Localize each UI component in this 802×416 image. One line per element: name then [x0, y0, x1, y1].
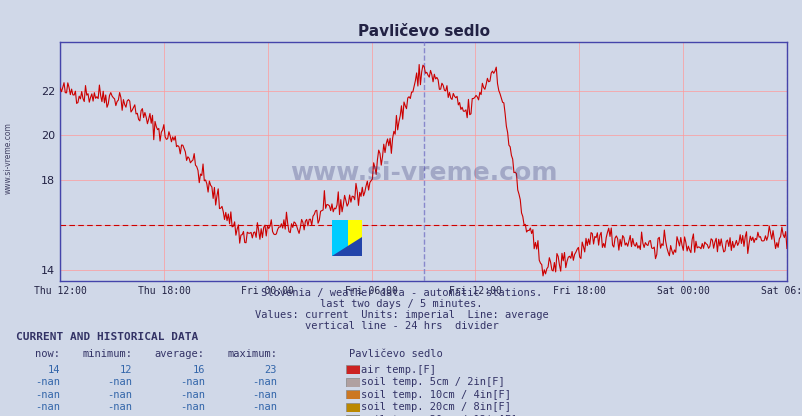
Text: -nan: -nan: [35, 390, 60, 400]
Text: -nan: -nan: [252, 402, 277, 412]
Title: Pavličevo sedlo: Pavličevo sedlo: [357, 24, 489, 39]
Text: Pavličevo sedlo: Pavličevo sedlo: [349, 349, 443, 359]
Text: -nan: -nan: [107, 415, 132, 416]
Text: -nan: -nan: [252, 377, 277, 387]
Text: -nan: -nan: [35, 402, 60, 412]
Text: -nan: -nan: [35, 415, 60, 416]
Text: 16: 16: [192, 365, 205, 375]
Text: maximum:: maximum:: [227, 349, 277, 359]
Text: soil temp. 30cm / 12in[F]: soil temp. 30cm / 12in[F]: [360, 415, 516, 416]
Text: -nan: -nan: [180, 377, 205, 387]
Text: 23: 23: [264, 365, 277, 375]
Text: -nan: -nan: [180, 390, 205, 400]
Text: Values: current  Units: imperial  Line: average: Values: current Units: imperial Line: av…: [254, 310, 548, 320]
Text: soil temp. 10cm / 4in[F]: soil temp. 10cm / 4in[F]: [360, 390, 510, 400]
Text: vertical line - 24 hrs  divider: vertical line - 24 hrs divider: [304, 321, 498, 331]
Text: -nan: -nan: [252, 390, 277, 400]
Text: Slovenia / weather data - automatic stations.: Slovenia / weather data - automatic stat…: [261, 288, 541, 298]
Text: -nan: -nan: [107, 377, 132, 387]
Text: soil temp. 20cm / 8in[F]: soil temp. 20cm / 8in[F]: [360, 402, 510, 412]
Text: soil temp. 5cm / 2in[F]: soil temp. 5cm / 2in[F]: [360, 377, 504, 387]
Text: 12: 12: [119, 365, 132, 375]
Text: last two days / 5 minutes.: last two days / 5 minutes.: [320, 299, 482, 309]
Text: www.si-vreme.com: www.si-vreme.com: [290, 161, 557, 185]
Text: -nan: -nan: [35, 377, 60, 387]
Text: air temp.[F]: air temp.[F]: [360, 365, 435, 375]
Text: minimum:: minimum:: [83, 349, 132, 359]
Text: -nan: -nan: [180, 415, 205, 416]
Text: -nan: -nan: [180, 402, 205, 412]
Text: -nan: -nan: [252, 415, 277, 416]
Text: -nan: -nan: [107, 390, 132, 400]
Text: now:: now:: [35, 349, 60, 359]
Text: average:: average:: [155, 349, 205, 359]
Text: www.si-vreme.com: www.si-vreme.com: [4, 122, 13, 194]
Text: CURRENT AND HISTORICAL DATA: CURRENT AND HISTORICAL DATA: [16, 332, 198, 342]
Polygon shape: [331, 220, 348, 256]
Text: -nan: -nan: [107, 402, 132, 412]
Polygon shape: [331, 238, 362, 256]
Text: 14: 14: [47, 365, 60, 375]
